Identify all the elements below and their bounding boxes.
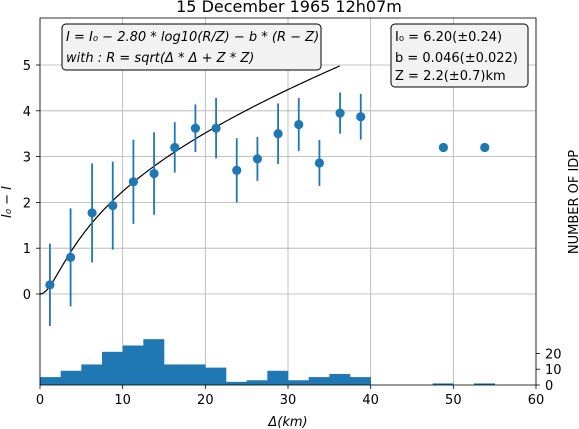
data-point [170,142,180,153]
y2-tick-label: 20 [545,347,562,362]
histogram-bar [164,364,185,385]
data-point [108,201,118,211]
y-tick-label: 4 [23,105,31,120]
data-points [45,108,490,290]
x-tick-label: 40 [362,393,379,408]
data-point [190,123,201,133]
histogram [40,339,495,385]
x-tick-label: 50 [445,393,462,408]
chart-title: 15 December 1965 12h07m [176,0,402,16]
y-axis-label: I₀ − I [0,186,15,218]
data-point [314,158,325,168]
histogram-bar [122,345,144,385]
data-point [356,112,366,122]
y-tick-label: 3 [23,151,31,166]
param-b: b = 0.046(±0.022) [395,51,518,66]
y-tick-label: 0 [23,288,31,303]
y-ticks: 0 1 2 3 4 5 [23,59,40,303]
data-point [211,123,221,133]
data-point [45,280,55,290]
histogram-bar [226,381,247,385]
histogram-bar [205,367,227,385]
data-point [480,142,490,153]
histogram-bar [102,351,123,385]
data-point [438,142,449,153]
data-point [232,165,242,175]
x-tick-label: 20 [197,393,214,408]
fit-curve [39,65,340,295]
histogram-bar [308,377,330,385]
histogram-bar [143,339,165,385]
histogram-bar [267,370,289,385]
histogram-bar [40,377,61,385]
histogram-bar [246,380,268,385]
data-point [128,177,139,187]
data-point [273,129,283,139]
equation-line-1: I = I₀ − 2.80 * log10(R/Z) − b * (R − Z) [66,30,319,45]
y2-axis-label: NUMBER OF IDP [567,150,579,254]
histogram-bar [329,373,351,385]
histogram-bar [432,383,454,385]
param-i0: I₀ = 6.20(±0.24) [395,30,502,45]
y-tick-label: 5 [23,59,31,74]
histogram-bar [81,364,103,385]
x-ticks: 0 10 20 30 40 50 60 [36,385,544,408]
histogram-bar [288,380,309,385]
x-tick-label: 30 [280,393,297,408]
data-point [87,208,97,218]
histogram-bar [60,370,82,385]
data-point [335,108,345,118]
y-tick-label: 1 [23,242,31,257]
data-point [252,154,263,164]
data-point [294,119,304,130]
param-z: Z = 2.2(±0.7)km [395,69,506,84]
data-point [65,252,76,262]
histogram-bar [350,377,371,385]
equation-box: I = I₀ − 2.80 * log10(R/Z) − b * (R − Z)… [61,23,322,71]
x-axis-label: Δ(km) [267,415,307,429]
equation-line-2: with : R = sqrt(Δ * Δ + Z * Z) [66,51,254,66]
x-tick-label: 10 [114,393,131,408]
params-box: I₀ = 6.20(±0.24) b = 0.046(±0.022) Z = 2… [390,23,529,88]
y2-tick-label: 0 [545,379,553,394]
histogram-bar [184,364,206,385]
y2-tick-label: 10 [545,363,562,378]
x-tick-label: 0 [36,393,44,408]
data-point [149,168,159,179]
y-tick-label: 2 [23,196,31,211]
histogram-bar [474,383,495,385]
x-tick-label: 60 [528,393,545,408]
